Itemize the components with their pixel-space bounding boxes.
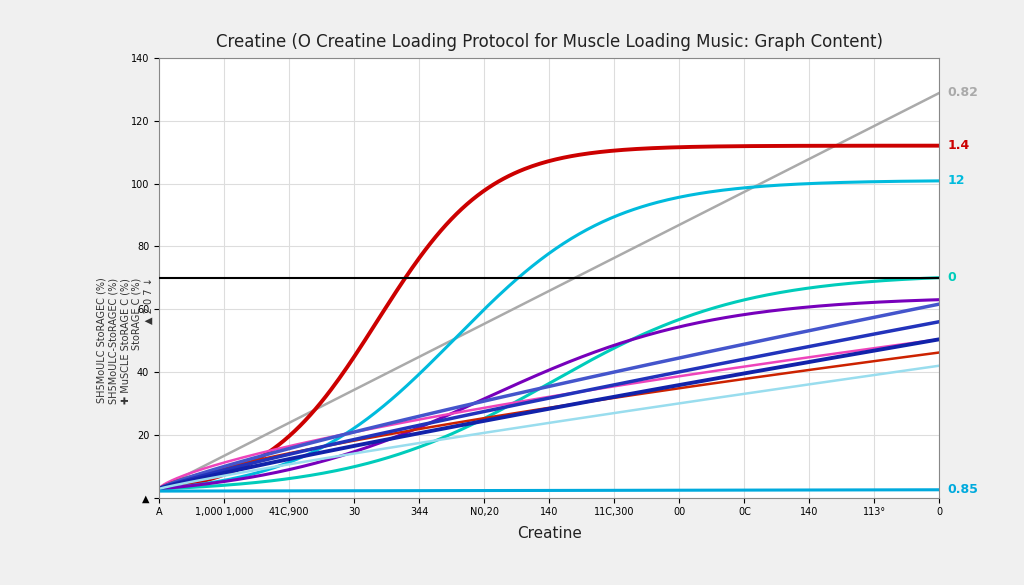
Title: Creatine (O Creatine Loading Protocol for Muscle Loading Music: Graph Content): Creatine (O Creatine Loading Protocol fo… bbox=[216, 33, 883, 50]
Text: 0.82: 0.82 bbox=[947, 87, 978, 99]
X-axis label: Creatine: Creatine bbox=[517, 526, 582, 541]
Text: 12: 12 bbox=[947, 174, 965, 187]
Text: 1.4: 1.4 bbox=[947, 139, 970, 152]
Text: 0.85: 0.85 bbox=[947, 483, 978, 496]
Text: 0: 0 bbox=[947, 271, 956, 284]
Y-axis label: SH5MoULC StoRAGEC (%)
SH5MoULC-StoRAGEC (%)
✚ MuSCLE StoRAGE C (%)
StoRAGE C (%): SH5MoULC StoRAGEC (%) SH5MoULC-StoRAGEC … bbox=[97, 278, 154, 404]
